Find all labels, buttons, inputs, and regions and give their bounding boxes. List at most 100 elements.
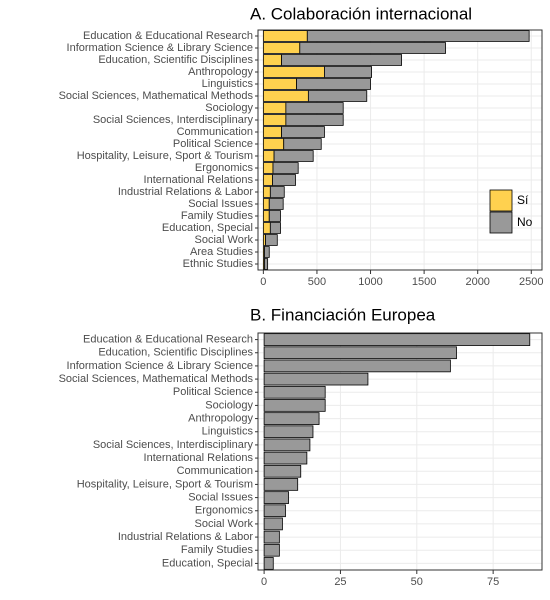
bar — [263, 451, 308, 465]
bar — [263, 425, 314, 439]
legend-swatch — [489, 189, 513, 212]
y-tick-label: Education & Educational Research — [83, 30, 253, 42]
bar-segment — [281, 126, 325, 138]
y-tick-label: Social Issues — [188, 198, 253, 210]
y-tick-label: Social Sciences, Interdisciplinary — [93, 439, 254, 451]
bar-segment — [262, 210, 270, 222]
bar — [263, 372, 369, 386]
y-tick-label: Information Science & Library Science — [67, 360, 253, 372]
y-tick-label: Education & Educational Research — [83, 333, 253, 345]
y-tick-label: Education, Scientific Disciplines — [98, 347, 253, 359]
bar-segment — [272, 162, 299, 174]
y-tick-label: Communication — [177, 465, 253, 477]
x-tick-label: 25 — [334, 576, 346, 588]
y-tick-label: International Relations — [144, 174, 254, 186]
y-tick-label: Hospitality, Leisure, Sport & Tourism — [77, 150, 253, 162]
bar-segment — [307, 90, 368, 102]
y-tick-label: Hospitality, Leisure, Sport & Tourism — [77, 478, 253, 490]
y-tick-label: Education, Scientific Disciplines — [98, 54, 253, 66]
panel-border — [257, 29, 543, 271]
x-tick-label: 1000 — [358, 276, 382, 288]
bar-segment — [262, 186, 271, 198]
bar-segment — [262, 174, 273, 186]
x-tick-label: 2000 — [465, 276, 489, 288]
y-tick-label: Linguistics — [202, 78, 254, 90]
bar-segment — [299, 42, 446, 54]
y-tick-label: Ethnic Studies — [183, 258, 254, 270]
bar-segment — [269, 222, 281, 234]
bar-segment — [262, 114, 287, 126]
bar — [263, 464, 302, 478]
y-tick-label: Industrial Relations & Labor — [118, 186, 253, 198]
chart-title: A. Colaboración internacional — [250, 4, 472, 23]
y-tick-label: Sociology — [205, 102, 253, 114]
bar — [263, 359, 451, 373]
y-tick-label: Social Sciences, Interdisciplinary — [93, 114, 254, 126]
bar-segment — [262, 30, 308, 42]
x-tick-label: 1500 — [412, 276, 436, 288]
panel-border — [257, 332, 543, 571]
y-tick-label: Social Issues — [188, 491, 253, 503]
bar-segment — [324, 66, 372, 78]
bar-segment — [262, 66, 325, 78]
bar-segment — [262, 90, 309, 102]
y-tick-label: Family Studies — [181, 544, 254, 556]
y-tick-label: Social Work — [195, 234, 254, 246]
y-tick-label: Political Science — [173, 138, 253, 150]
bar-segment — [281, 54, 403, 66]
y-tick-label: Political Science — [173, 386, 253, 398]
bar-segment — [262, 126, 282, 138]
x-tick-label: 50 — [411, 576, 423, 588]
bar-segment — [264, 246, 270, 258]
bar-segment — [262, 54, 282, 66]
bar — [263, 333, 531, 346]
bar — [263, 491, 289, 504]
bar-segment — [283, 138, 322, 150]
y-tick-label: Information Science & Library Science — [67, 42, 253, 54]
bar-segment — [262, 162, 274, 174]
y-tick-label: Social Work — [195, 518, 254, 530]
legend-label: Sí — [517, 193, 529, 207]
bar — [263, 478, 299, 491]
bar-segment — [262, 150, 275, 162]
y-tick-label: Industrial Relations & Labor — [118, 531, 253, 543]
bar — [263, 557, 274, 570]
bar-segment — [262, 198, 270, 210]
y-tick-label: Anthropology — [188, 66, 253, 78]
bar-segment — [262, 222, 271, 234]
x-tick-label: 500 — [308, 276, 326, 288]
bar — [263, 438, 311, 452]
bar-segment — [265, 234, 278, 246]
y-tick-label: Education, Special — [162, 557, 253, 569]
chart-title: B. Financiación Europea — [250, 305, 436, 324]
y-tick-label: Social Sciences, Mathematical Methods — [59, 90, 254, 102]
bar-segment — [262, 42, 301, 54]
legend-label: No — [517, 215, 533, 229]
bar-segment — [285, 102, 344, 114]
x-tick-label: 0 — [260, 276, 266, 288]
bar-segment — [296, 78, 371, 90]
bar-segment — [262, 102, 287, 114]
y-tick-label: Sociology — [205, 399, 253, 411]
bar-segment — [269, 186, 285, 198]
bar-segment — [272, 174, 296, 186]
bar-segment — [262, 138, 285, 150]
y-tick-label: Family Studies — [181, 210, 254, 222]
bar — [263, 517, 283, 531]
x-tick-label: 2500 — [519, 276, 543, 288]
bar — [263, 385, 326, 399]
y-tick-label: Communication — [177, 126, 253, 138]
y-tick-label: Linguistics — [202, 426, 254, 438]
bar — [263, 543, 280, 557]
x-tick-label: 0 — [261, 576, 267, 588]
y-tick-label: Area Studies — [190, 246, 253, 258]
y-tick-label: Anthropology — [188, 412, 253, 424]
bar — [263, 346, 457, 360]
x-tick-label: 75 — [487, 576, 499, 588]
y-tick-label: Ergonomics — [195, 505, 254, 517]
bar — [263, 530, 280, 544]
bar-segment — [285, 114, 344, 126]
legend-swatch — [489, 211, 513, 234]
bar-segment — [273, 150, 314, 162]
